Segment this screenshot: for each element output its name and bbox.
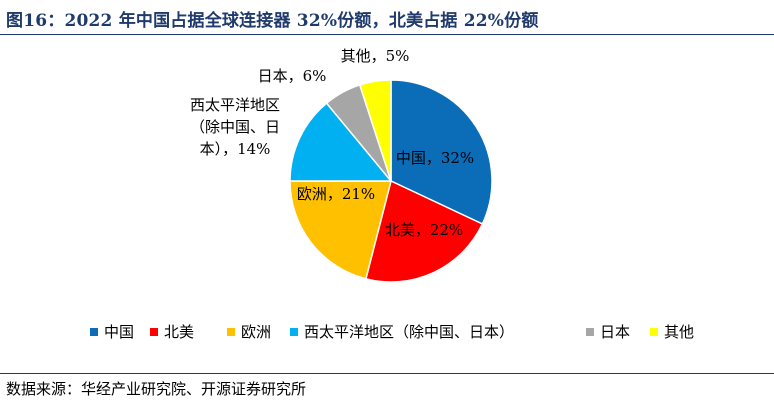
data-label-1: 中国，32%: [396, 149, 474, 167]
legend-item-4: 西太平洋地区（除中国、日本）: [290, 323, 514, 341]
legend-label-6: 其他: [664, 323, 694, 341]
data-label-5: 日本，6%: [258, 67, 327, 85]
legend-item-3: 欧洲: [227, 323, 271, 341]
legend-label-1: 中国: [104, 323, 134, 341]
legend-swatch-6: [650, 328, 658, 336]
legend-item-1: 中国: [90, 323, 134, 341]
legend-label-4: 西太平洋地区（除中国、日本）: [304, 323, 514, 341]
pie-slice-6: [358, 79, 392, 182]
pie-chart: 中国，32% 北美，22% 欧洲，21% 西太平洋地区（除中国、日本），14% 日本，6…: [90, 47, 694, 341]
pie-slice-1: [390, 79, 493, 225]
chart-title: 图16：2022 年中国占据全球连接器 32%份额，北美占据 22%份额: [6, 11, 539, 31]
data-label-4: 西太平洋地区（除中国、日本），14%: [190, 96, 280, 158]
legend-swatch-3: [227, 328, 235, 336]
legend-swatch-2: [150, 328, 158, 336]
legend-label-2: 北美: [164, 323, 194, 341]
legend-item-2: 北美: [150, 323, 194, 341]
legend-label-5: 日本: [600, 323, 630, 341]
pie-slice-4: [289, 102, 393, 182]
source-note: 数据来源：华经产业研究院、开源证券研究所: [6, 380, 307, 398]
data-label-6: 其他，5%: [341, 47, 410, 65]
source-divider: [0, 373, 774, 374]
pie-slice-2: [364, 179, 484, 283]
pie-slice-3: [289, 180, 392, 280]
legend-label-3: 欧洲: [241, 323, 271, 341]
title-divider: [0, 34, 774, 35]
legend-swatch-4: [290, 328, 298, 336]
legend-swatch-5: [586, 328, 594, 336]
data-label-2: 北美，22%: [385, 221, 463, 239]
legend-item-5: 日本: [586, 323, 630, 341]
legend-swatch-1: [90, 328, 98, 336]
legend-item-6: 其他: [650, 323, 694, 341]
data-label-3: 欧洲，21%: [297, 185, 375, 203]
